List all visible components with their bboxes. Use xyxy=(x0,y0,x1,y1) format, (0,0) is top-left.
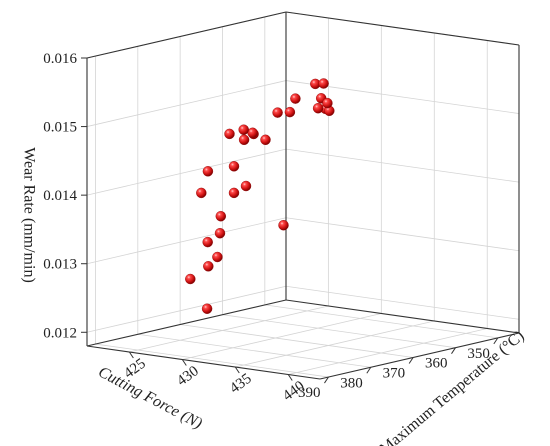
z-tick-label: 0.013 xyxy=(43,257,77,273)
data-point xyxy=(224,128,235,140)
data-point xyxy=(196,187,207,199)
data-point xyxy=(203,261,214,272)
data-point xyxy=(322,97,333,109)
z-tick-label: 0.014 xyxy=(43,188,77,204)
data-point xyxy=(185,273,196,285)
x-tick-label: 380 xyxy=(340,375,363,391)
y-tick-label: 435 xyxy=(227,371,255,397)
data-point xyxy=(284,106,296,118)
data-point xyxy=(201,303,213,314)
axis-frame xyxy=(86,11,520,380)
data-point xyxy=(238,134,250,146)
data-point xyxy=(318,78,329,89)
data-point xyxy=(215,210,227,222)
y-axis-title: Maximum Temperature (°C) xyxy=(377,327,528,446)
z-axis-title: Wear Rate (mm/min) xyxy=(20,147,37,283)
data-point xyxy=(228,187,240,199)
x-tick-label: 360 xyxy=(425,356,448,372)
x-tick-label: 370 xyxy=(383,365,406,381)
data-point xyxy=(202,236,213,248)
data-point xyxy=(278,219,289,231)
axis-ticks: 0.012 0.013 0.014 0.015 0.016 350 360 370 380 390… xyxy=(43,51,499,404)
data-point xyxy=(238,124,249,135)
y-tick-label: 430 xyxy=(174,363,202,389)
data-point xyxy=(214,227,226,239)
data-point xyxy=(240,180,252,192)
x-tick-label: 350 xyxy=(467,346,490,362)
z-tick-label: 0.016 xyxy=(43,51,77,67)
data-point xyxy=(290,93,301,104)
data-points xyxy=(185,78,335,314)
data-point xyxy=(272,107,283,118)
data-point xyxy=(202,166,214,177)
grid-lines xyxy=(86,11,520,378)
data-point xyxy=(260,134,271,146)
data-point xyxy=(212,251,223,263)
data-point xyxy=(312,102,324,114)
z-tick-label: 0.012 xyxy=(43,325,77,341)
z-tick-label: 0.015 xyxy=(43,120,77,136)
data-point xyxy=(228,161,240,172)
x-tick-label: 390 xyxy=(298,385,321,401)
data-point xyxy=(247,127,258,139)
